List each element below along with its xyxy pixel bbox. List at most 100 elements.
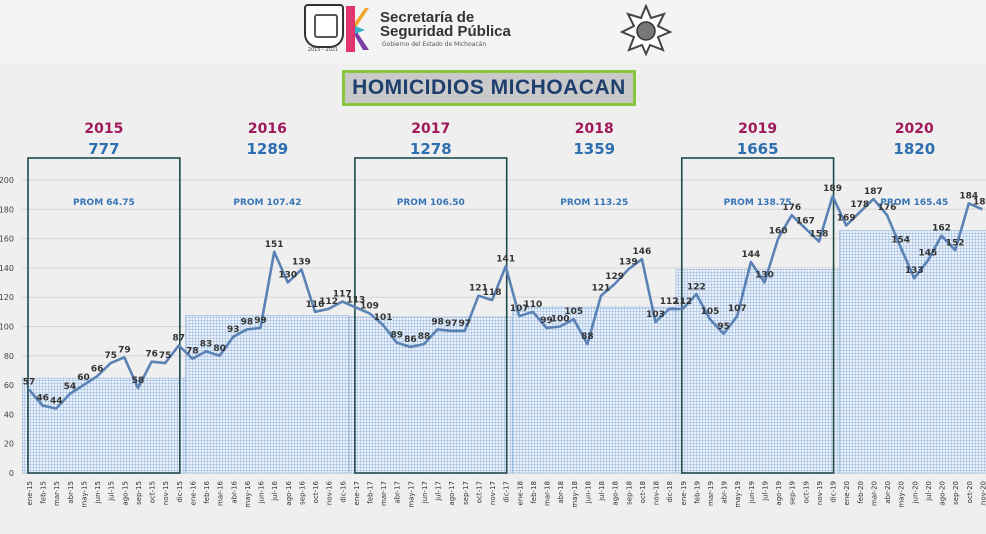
y-tick-120: 120 [0,293,14,302]
year-prom-2020: PROM 165.45 [880,198,948,208]
x-tick-feb-20: feb-20 [857,481,865,504]
x-tick-feb-19: feb-19 [693,481,701,504]
data-label-oct-15: 76 [145,350,158,360]
year-prom-2015: PROM 64.75 [73,198,135,208]
data-label-sep-15: 58 [132,376,145,386]
year-box-2015 [27,157,181,474]
x-tick-ene-19: ene-19 [680,481,688,505]
x-tick-abr-19: abr-19 [721,481,729,504]
year-box-2019 [680,157,835,474]
data-label-feb-17: 109 [360,301,379,311]
x-tick-may-15: may-15 [80,481,88,508]
data-label-feb-20: 178 [850,200,869,210]
x-tick-jul-16: jul-16 [271,480,279,501]
state-emblem-icon [304,4,344,48]
data-label-feb-16: 83 [200,339,213,349]
data-label-sep-16: 139 [292,257,311,267]
x-tick-ene-20: ene-20 [843,481,851,505]
x-tick-ene-18: ene-18 [516,481,524,505]
x-tick-feb-16: feb-16 [203,480,211,503]
data-label-dic-17: 141 [496,254,515,264]
avg-bar-2015 [21,377,186,474]
x-tick-jul-17: jul-17 [435,481,443,502]
x-tick-ago-16: ago-16 [285,480,293,505]
x-tick-dic-16: dic-16 [339,480,347,502]
data-label-ago-18: 129 [605,272,624,282]
data-label-feb-18: 110 [524,300,543,310]
x-tick-ago-19: ago-19 [775,481,783,506]
x-tick-jun-19: jun-19 [748,481,756,504]
data-label-dic-18: 112 [660,297,679,307]
x-tick-jul-19: jul-19 [761,481,769,502]
x-tick-mar-20: mar-20 [870,481,878,506]
x-tick-sep-16: sep-16 [298,480,306,504]
data-label-oct-19: 167 [796,216,815,226]
year-box-2017 [354,157,508,474]
data-label-ago-20: 162 [932,224,951,234]
police-badge-icon [620,4,672,56]
x-tick-mar-17: mar-17 [380,481,388,506]
data-label-abr-16: 93 [227,325,240,335]
x-tick-jun-17: jun-17 [421,481,429,504]
data-label-may-17: 86 [404,335,417,345]
data-label-oct-18: 146 [633,247,652,257]
data-label-oct-20: 184 [959,191,978,201]
x-tick-dic-18: dic-18 [666,481,674,503]
y-tick-200: 200 [0,176,14,185]
data-label-mar-16: 80 [213,344,226,354]
x-tick-ene-17: ene-17 [353,481,361,505]
data-label-mar-19: 105 [701,307,720,317]
data-label-jul-19: 130 [755,271,774,281]
data-label-sep-18: 139 [619,257,638,267]
x-tick-jun-15: jun-15 [94,481,102,504]
year-total-2020: 1820 [893,140,935,158]
year-title-2016: 2016 [248,121,287,137]
x-tick-oct-17: oct-17 [475,481,483,503]
y-tick-140: 140 [0,264,14,273]
x-tick-feb-15: feb-15 [40,481,48,504]
data-label-jun-19: 144 [741,250,760,260]
avg-bar-2019 [675,269,840,474]
x-tick-nov-15: nov-15 [162,481,170,505]
x-tick-oct-18: oct-18 [639,481,647,503]
x-tick-abr-18: abr-18 [557,481,565,504]
y-tick-20: 20 [4,440,14,449]
year-prom-2018: PROM 113.25 [560,198,628,208]
year-prom-2016: PROM 107.42 [233,198,301,208]
year-title-2020: 2020 [895,121,934,137]
x-tick-nov-16: nov-16 [326,480,334,505]
x-tick-abr-15: abr-15 [67,481,75,504]
michoacan-logo-icon [346,6,369,52]
data-label-jun-20: 133 [905,266,924,276]
x-tick-mar-19: mar-19 [707,481,715,506]
data-label-nov-16: 112 [319,297,338,307]
data-label-jun-17: 88 [418,332,431,342]
data-label-mar-20: 187 [864,187,883,197]
y-tick-60: 60 [4,381,14,390]
data-label-ago-19: 160 [769,227,788,237]
y-tick-0: 0 [9,469,14,478]
x-tick-may-20: may-20 [898,481,906,508]
x-tick-jul-15: jul-15 [108,481,116,502]
data-label-ene-15: 57 [23,377,36,387]
x-tick-oct-19: oct-19 [802,481,810,503]
x-tick-dic-17: dic-17 [503,481,511,503]
x-tick-ago-18: ago-18 [612,481,620,506]
data-label-ene-18: 107 [510,304,529,314]
data-label-jun-16: 99 [254,316,267,326]
x-tick-ago-20: ago-20 [939,481,947,506]
data-label-sep-19: 176 [782,203,801,213]
data-label-nov-18: 103 [646,310,665,320]
year-total-2015: 777 [88,140,119,158]
data-label-jul-16: 151 [265,240,284,250]
data-label-jul-17: 98 [431,317,444,327]
x-tick-nov-18: nov-18 [653,481,661,505]
data-label-sep-17: 97 [459,319,472,329]
x-tick-ene-16: ene-16 [189,480,197,505]
x-tick-dic-19: dic-19 [830,481,838,503]
y-tick-80: 80 [4,352,14,361]
x-tick-abr-16: abr-16 [230,480,238,503]
data-label-dic-15: 87 [173,334,186,344]
data-label-sep-20: 152 [946,238,965,248]
x-tick-jun-18: jun-18 [584,481,592,504]
